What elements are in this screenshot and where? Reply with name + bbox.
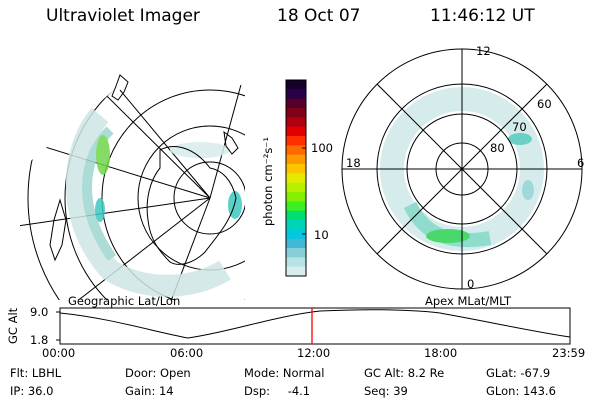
timeline-ylabel: GC Alt [6, 307, 20, 344]
colorbar-cell [286, 145, 306, 156]
colorbar-cell [286, 108, 306, 118]
timeline-xtick-1200: 12:00 [297, 346, 331, 360]
status-dsp: Dsp: -4.1 [244, 384, 310, 398]
door-label: Door: [125, 366, 157, 380]
colorbar-unit-label: photon cm⁻²s⁻¹ [261, 137, 275, 226]
mlat-label-70: 70 [512, 120, 527, 134]
colorbar-cell [286, 238, 306, 249]
status-seq: Seq: 39 [364, 384, 408, 398]
mode-label: Mode: [244, 366, 280, 380]
geographic-map-caption: Geographic Lat/Lon [68, 294, 181, 308]
colorbar-cell [286, 220, 306, 230]
door-value: Open [159, 366, 191, 380]
latitude-ring [101, 89, 245, 300]
status-glat: GLat: -67.9 [486, 366, 550, 380]
colorbar-cell [286, 173, 306, 184]
colorbar-cell [286, 257, 306, 268]
altitude-timeline: GC Alt [6, 307, 571, 345]
gc-alt-label: GC Alt: [364, 366, 405, 380]
colorbar-tick-10: 10 [314, 228, 329, 242]
image-date: 18 Oct 07 [277, 6, 361, 26]
geographic-map [20, 74, 245, 300]
gain-value: 14 [158, 384, 174, 398]
mlt-label-0: 0 [467, 277, 475, 291]
gain-label: Gain: [125, 384, 156, 398]
status-glon: GLon: 143.6 [486, 384, 556, 398]
timeline-xtick-0000: 00:00 [42, 346, 76, 360]
glat-value: -67.9 [520, 366, 551, 380]
latitude-ring [173, 161, 245, 235]
apex-map-caption: Apex MLat/MLT [425, 294, 512, 308]
colorbar-cell [286, 98, 306, 109]
glon-label: GLon: [486, 384, 520, 398]
dsp-label: Dsp: [244, 384, 271, 398]
gc-alt-value: 8.2 Re [407, 366, 445, 380]
ip-label: IP: [10, 384, 25, 398]
colorbar-cell [286, 201, 306, 212]
colorbar-cell [286, 192, 306, 202]
glat-label: GLat: [486, 366, 517, 380]
continent-outline [49, 74, 239, 265]
colorbar-cell [286, 80, 306, 90]
status-gc-alt: GC Alt: 8.2 Re [364, 366, 444, 380]
colorbar-scale [286, 80, 306, 277]
colorbar-frame [285, 79, 307, 277]
altitude-curve [59, 309, 571, 339]
timeline-frame [59, 307, 571, 345]
seq-value: 39 [393, 384, 408, 398]
mlt-meridian [376, 83, 548, 255]
colorbar-cell [286, 266, 306, 277]
longitude-line [119, 89, 211, 199]
status-door: Door: Open [125, 366, 191, 380]
status-flt: Flt: LBHL [10, 366, 61, 380]
longitude-line [29, 85, 211, 199]
timeline-ytick-9: 9.0 [30, 305, 49, 319]
dsp-value: -4.1 [287, 384, 311, 398]
colorbar-cell [286, 164, 306, 174]
colorbar-tick-100: 100 [311, 141, 333, 155]
timeline-xtick-0600: 06:00 [170, 346, 204, 360]
timeline-ytick-1: 1.8 [30, 333, 49, 347]
colorbar-cell [286, 182, 306, 193]
flt-label: Flt: [10, 366, 29, 380]
apex-polar-plot [341, 48, 583, 290]
ip-value: 36.0 [27, 384, 54, 398]
app-title: Ultraviolet Imager [46, 6, 200, 26]
timeline-xtick-1800: 18:00 [424, 346, 458, 360]
status-ip: IP: 36.0 [10, 384, 53, 398]
mlat-label-80: 80 [490, 141, 505, 155]
colorbar-cell [286, 154, 306, 165]
longitude-line [39, 197, 211, 300]
mlt-label-18: 18 [346, 156, 361, 170]
colorbar-cell [286, 136, 306, 146]
colorbar: photon cm⁻²s⁻¹ [261, 79, 307, 277]
colorbar-cell [286, 210, 306, 221]
colorbar-cell [286, 126, 306, 137]
colorbar-cell [286, 248, 306, 258]
image-time: 11:46:12 UT [430, 6, 535, 26]
flt-value: LBHL [31, 366, 62, 380]
status-mode: Mode: Normal [244, 366, 324, 380]
timeline-xtick-2359: 23:59 [552, 346, 586, 360]
mlat-label-60: 60 [537, 97, 552, 111]
mode-value: Normal [282, 366, 325, 380]
latitude-ring [27, 85, 245, 300]
glon-value: 143.6 [522, 384, 556, 398]
auroral-oval-emission [65, 107, 242, 297]
mlt-label-6: 6 [577, 156, 585, 170]
mlt-label-12: 12 [476, 44, 491, 58]
colorbar-cell [286, 117, 306, 128]
colorbar-cell [286, 89, 306, 100]
colorbar-cell [286, 229, 306, 240]
status-gain: Gain: 14 [125, 384, 174, 398]
latitude-ring [64, 85, 245, 300]
seq-label: Seq: [364, 384, 390, 398]
